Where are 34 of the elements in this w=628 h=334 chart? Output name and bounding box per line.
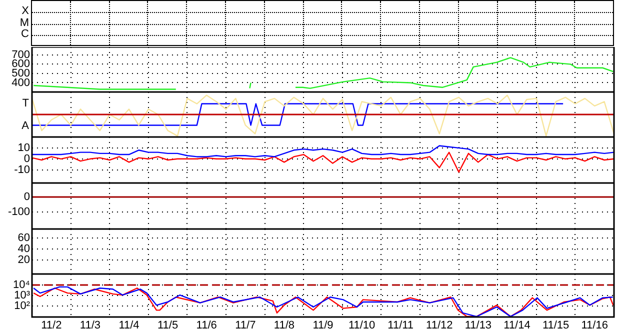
y-tick-label: 0 bbox=[24, 191, 30, 204]
y-tick-label: 10² bbox=[14, 300, 30, 312]
x-tick-label: 11/5 bbox=[158, 320, 178, 332]
x-tick-label: 11/11 bbox=[388, 320, 414, 332]
y-tick-label: 40 bbox=[18, 243, 30, 256]
text: C bbox=[21, 28, 29, 41]
x-tick-label: 11/14 bbox=[504, 320, 530, 332]
y-tick-label: 700 bbox=[12, 48, 30, 61]
x-tick-label: 11/3 bbox=[80, 320, 100, 332]
x-tick-label: 11/16 bbox=[581, 320, 608, 332]
text: M bbox=[20, 17, 29, 29]
y-tick-label: 10⁴ bbox=[13, 278, 30, 291]
x-tick-label: 11/9 bbox=[312, 320, 334, 332]
x-tick-label: 11/12 bbox=[426, 320, 453, 332]
x-tick-label: 11/8 bbox=[274, 320, 294, 332]
text: T bbox=[22, 97, 30, 110]
x-tick-label: 11/2 bbox=[41, 320, 62, 332]
x-tick-label: 11/7 bbox=[235, 320, 256, 332]
y-tick-label: 20 bbox=[18, 254, 30, 266]
y-tick-label: -100 bbox=[8, 206, 30, 218]
text: X bbox=[22, 5, 29, 18]
text: A bbox=[22, 120, 30, 132]
y-tick-label: 0 bbox=[24, 152, 30, 165]
y-tick-label: 400 bbox=[12, 76, 30, 89]
x-tick-label: 11/4 bbox=[118, 320, 140, 332]
x-tick-label: 11/15 bbox=[542, 320, 570, 332]
y-tick-label: 10³ bbox=[14, 290, 30, 302]
x-tick-label: 11/13 bbox=[464, 320, 492, 332]
x-tick-label: 11/10 bbox=[348, 320, 376, 332]
y-tick-label: 60 bbox=[18, 232, 30, 244]
y-tick-label: 500 bbox=[12, 67, 30, 80]
y-tick-label: 10 bbox=[18, 142, 30, 154]
y-tick-label: -10 bbox=[14, 164, 30, 176]
x-tick-label: 11/6 bbox=[196, 320, 217, 332]
